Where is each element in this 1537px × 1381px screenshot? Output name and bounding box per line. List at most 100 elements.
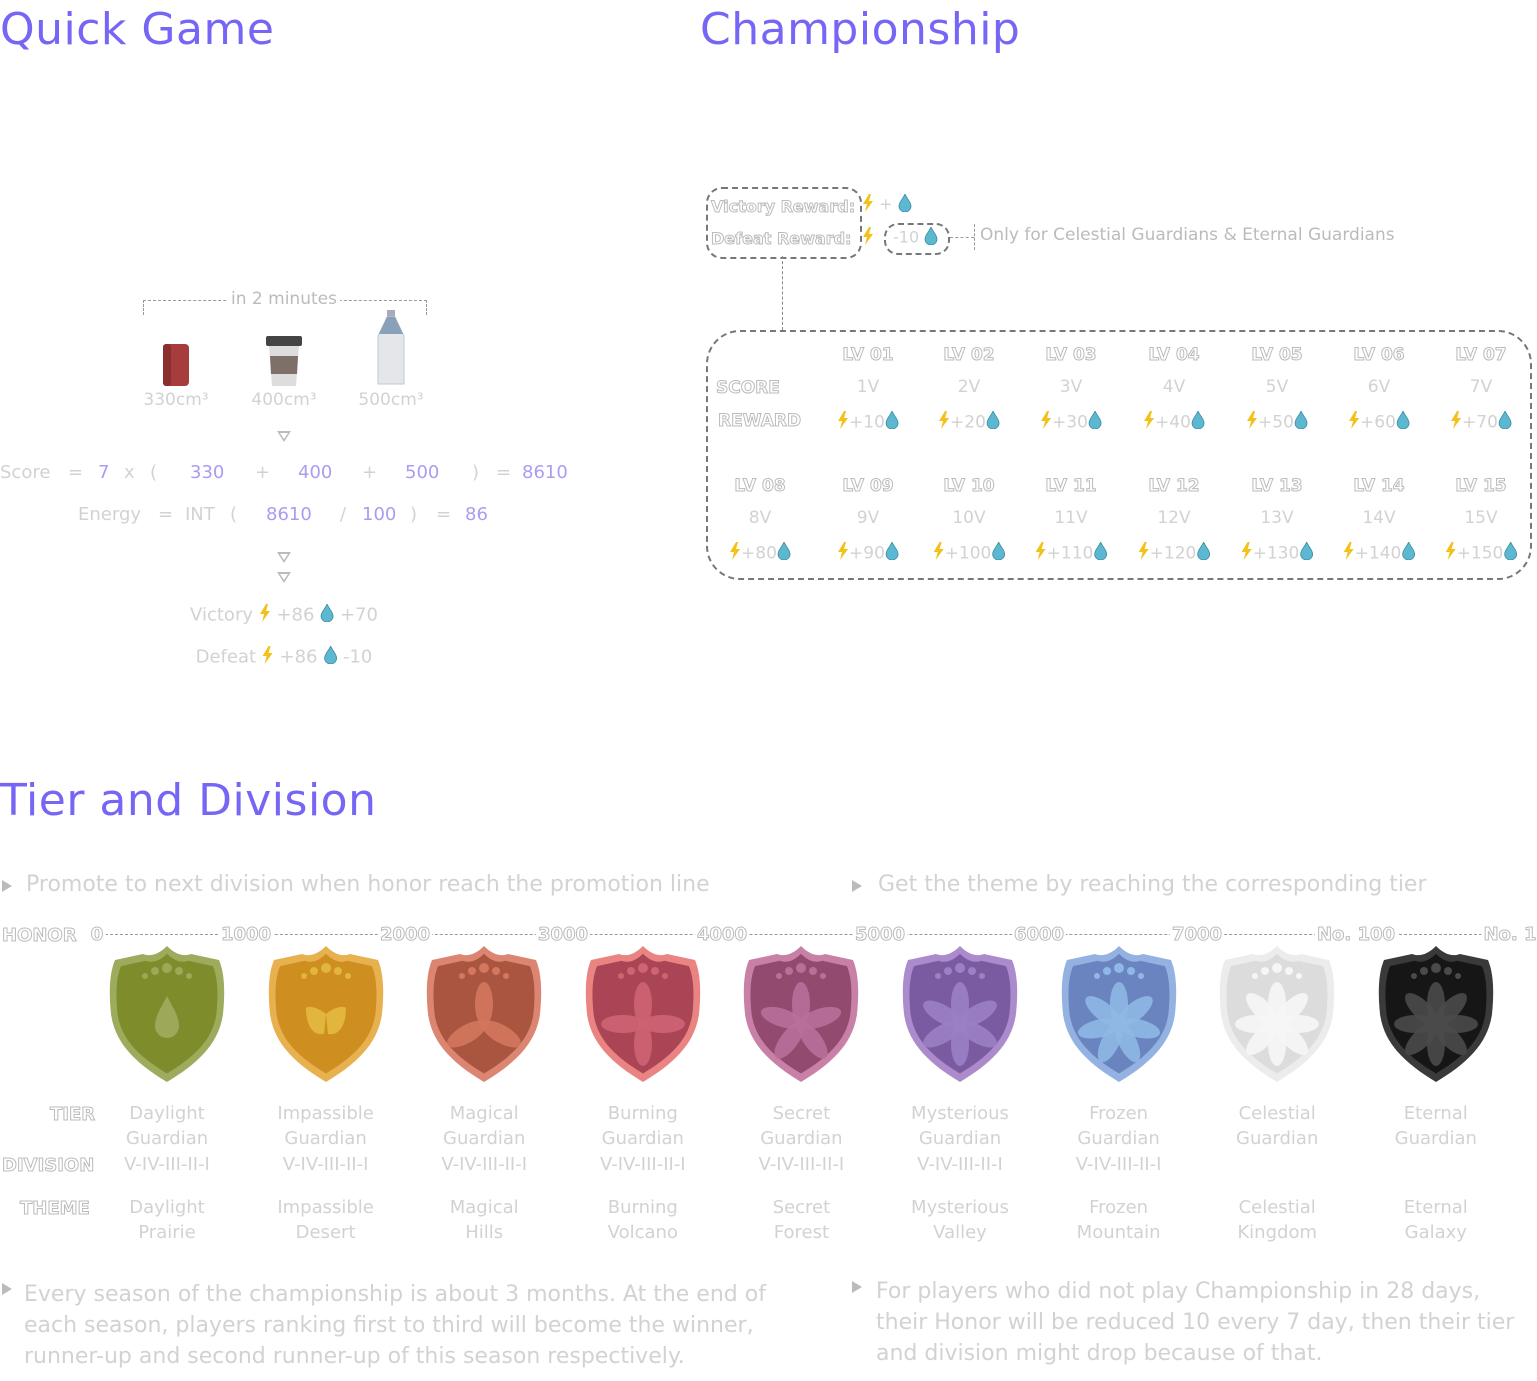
op: x xyxy=(124,462,135,483)
connector xyxy=(974,224,975,250)
level-reward: +140 xyxy=(1343,540,1416,565)
tier-theme: Mysterious xyxy=(911,1197,1009,1218)
op: ) xyxy=(472,462,480,483)
tier-name: Impassible xyxy=(277,1103,374,1124)
op: + xyxy=(255,462,271,483)
tier-division: V-IV-III-II-I xyxy=(441,1154,528,1175)
connector xyxy=(782,256,783,330)
value-c: 500 xyxy=(405,462,440,483)
tier-theme: Galaxy xyxy=(1404,1222,1467,1243)
level-reward: +30 xyxy=(1040,409,1102,434)
tier-theme: Celestial xyxy=(1238,1197,1316,1218)
drop-icon xyxy=(1299,540,1313,565)
multiplier: 7 xyxy=(98,462,110,483)
tier-theme: Forest xyxy=(773,1222,830,1243)
drop-icon xyxy=(1503,540,1517,565)
theme-label: THEME xyxy=(20,1198,91,1220)
honor-mark: 6000 xyxy=(1011,924,1067,946)
level-score: 1V xyxy=(856,377,880,397)
energy-result: 86 xyxy=(465,504,488,525)
level-score: 6V xyxy=(1367,377,1391,397)
level-score: 8V xyxy=(748,508,772,528)
value-a: 8610 xyxy=(266,504,312,525)
level-score: 9V xyxy=(856,508,880,528)
tier-theme: Volcano xyxy=(607,1222,678,1243)
victory-reward-icons: + xyxy=(862,192,912,216)
bolt-icon xyxy=(938,411,950,434)
defeat-drop-box xyxy=(884,223,950,255)
tier-division: V-IV-III-II-I xyxy=(599,1154,686,1175)
bolt-icon xyxy=(262,646,274,669)
defeat-drop: -10 xyxy=(893,225,938,249)
drop-icon xyxy=(1294,409,1308,434)
level-reward: +40 xyxy=(1143,409,1205,434)
level-score: 11V xyxy=(1054,508,1088,528)
tier-name: Guardian xyxy=(1077,1128,1160,1149)
level-reward: +110 xyxy=(1035,540,1108,565)
drop-icon xyxy=(924,225,938,249)
level-score: 3V xyxy=(1059,377,1083,397)
drop-icon xyxy=(991,540,1005,565)
honor-mark: No. 1 xyxy=(1481,924,1537,946)
reward-value: +100 xyxy=(944,543,992,564)
tier-name: Guardian xyxy=(918,1128,1002,1149)
op: / xyxy=(340,504,347,525)
tier-title: Tier and Division xyxy=(0,775,377,826)
level-reward: +10 xyxy=(837,409,899,434)
arrow-down-icon xyxy=(277,552,291,563)
tier-theme: Impassible xyxy=(277,1197,374,1218)
tier-division: V-IV-III-II-I xyxy=(282,1154,369,1175)
tier-name: Guardian xyxy=(1394,1128,1477,1149)
bolt-icon xyxy=(1343,542,1355,565)
tier-label: TIER xyxy=(49,1104,96,1126)
level-score: 15V xyxy=(1464,508,1498,528)
bottle-volume: 500cm³ xyxy=(358,390,424,410)
plus: + xyxy=(879,194,893,214)
drop-icon xyxy=(777,540,791,565)
drop-icon xyxy=(1093,540,1107,565)
tier-name: Guardian xyxy=(284,1128,367,1149)
bolt-icon xyxy=(933,542,945,565)
bullet-icon xyxy=(2,880,12,892)
drop-icon xyxy=(1401,540,1415,565)
honor-mark: 2000 xyxy=(377,924,433,946)
tier-name: Eternal xyxy=(1403,1103,1468,1124)
value-b: 400 xyxy=(298,462,333,483)
tier-name: Magical xyxy=(449,1103,519,1124)
level-reward: +80 xyxy=(729,540,791,565)
level-score: 13V xyxy=(1260,508,1294,528)
reward-row-label: REWARD xyxy=(717,411,802,432)
level-score: 5V xyxy=(1265,377,1289,397)
level-label: LV 15 xyxy=(1455,476,1507,497)
note-line: Every season of the championship is abou… xyxy=(24,1282,766,1307)
tier-badge-icon xyxy=(1376,944,1496,1090)
reward-value: +130 xyxy=(1252,543,1300,564)
reward-value: +140 xyxy=(1354,543,1402,564)
level-label: LV 13 xyxy=(1251,476,1303,497)
level-label: LV 08 xyxy=(734,476,786,497)
level-label: LV 02 xyxy=(943,345,995,366)
bolt-icon xyxy=(862,194,874,216)
bolt-icon xyxy=(1143,411,1155,434)
note-line: their Honor will be reduced 10 every 7 d… xyxy=(876,1310,1515,1335)
drop-icon xyxy=(1191,409,1205,434)
honor-mark: No. 100 xyxy=(1314,924,1398,946)
reward-value: +60 xyxy=(1360,412,1396,433)
note-line: and division might drop because of that. xyxy=(876,1341,1323,1366)
level-label: LV 04 xyxy=(1148,345,1200,366)
level-score: 2V xyxy=(957,377,981,397)
victory-drop: +70 xyxy=(339,604,378,626)
bolt-icon xyxy=(1445,542,1457,565)
bolt-icon xyxy=(259,604,271,627)
tier-theme: Mountain xyxy=(1076,1222,1161,1243)
reward-value: +40 xyxy=(1155,412,1191,433)
level-score: 12V xyxy=(1157,508,1191,528)
decay-note: For players who did not play Championshi… xyxy=(876,1276,1514,1369)
victory-reward-label: Victory Reward: xyxy=(710,197,856,217)
defeat-energy: +86 xyxy=(279,646,318,668)
op: ( xyxy=(230,504,238,525)
tier-badge-icon xyxy=(741,944,861,1090)
theme-note: Get the theme by reaching the correspond… xyxy=(878,872,1427,897)
tier-badge-icon xyxy=(107,944,227,1090)
reward-value: +70 xyxy=(1462,412,1498,433)
